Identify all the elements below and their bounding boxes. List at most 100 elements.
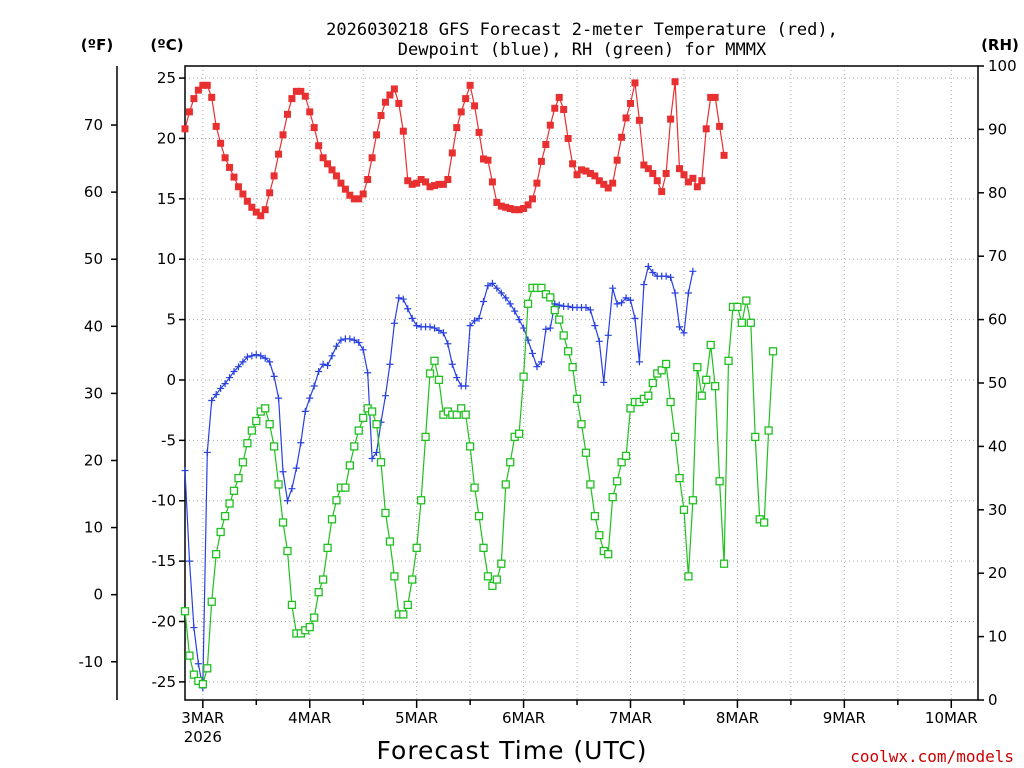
data-point	[221, 380, 229, 388]
rh-tick-label: 50	[988, 374, 1007, 392]
data-point	[390, 572, 399, 581]
data-point	[327, 515, 337, 524]
data-point	[697, 391, 706, 400]
data-point	[635, 116, 643, 124]
fahrenheit-tick-label: 30	[84, 384, 103, 402]
data-point	[261, 354, 269, 362]
data-point	[497, 559, 506, 568]
data-point	[627, 99, 635, 107]
data-point	[367, 407, 377, 416]
x-tick-label: 9MAR	[823, 709, 866, 727]
data-point	[417, 176, 425, 184]
data-point	[617, 458, 626, 467]
data-point	[399, 295, 407, 303]
data-point	[657, 366, 666, 375]
data-point	[671, 289, 679, 297]
data-point	[226, 163, 234, 171]
data-point	[667, 115, 675, 123]
data-point	[364, 176, 372, 184]
x-axis-title: Forecast Time (UTC)	[377, 736, 648, 765]
data-point	[577, 420, 586, 429]
data-point	[702, 125, 710, 133]
celsius-tick-label: 0	[166, 371, 176, 389]
data-point	[332, 342, 340, 350]
data-point	[404, 305, 412, 313]
data-point	[283, 546, 292, 556]
data-point	[310, 613, 319, 622]
data-point	[376, 458, 386, 467]
data-point	[591, 172, 599, 180]
data-point	[194, 660, 202, 668]
data-point	[488, 581, 497, 591]
fahrenheit-tick-label: 20	[84, 451, 103, 469]
data-point	[640, 281, 648, 289]
data-point	[453, 124, 461, 132]
grid-lines	[185, 66, 978, 700]
data-point	[203, 664, 212, 673]
data-point	[475, 314, 483, 322]
data-point	[501, 480, 510, 489]
fahrenheit-tick-label: 0	[93, 586, 103, 604]
data-point	[190, 95, 198, 103]
data-point	[590, 511, 600, 521]
data-point	[582, 167, 590, 175]
data-point	[444, 340, 452, 348]
data-point	[230, 173, 238, 181]
data-point	[395, 99, 403, 107]
data-point	[444, 176, 452, 184]
x-tick-label: 3MAR	[181, 709, 224, 727]
data-point	[462, 382, 470, 390]
rh-tick-label: 100	[988, 57, 1017, 75]
data-point	[618, 299, 626, 307]
data-point	[390, 319, 398, 327]
data-point	[609, 179, 617, 187]
data-point	[572, 394, 582, 404]
data-point	[622, 114, 630, 122]
rh-tick-label: 30	[988, 501, 1007, 519]
data-point	[212, 390, 220, 398]
data-point	[448, 149, 456, 157]
data-point	[413, 179, 421, 187]
data-point	[497, 289, 505, 297]
fahrenheit-tick-label: 60	[84, 183, 103, 201]
fahrenheit-unit-label: (ºF)	[81, 36, 113, 54]
data-point	[399, 610, 408, 619]
data-point	[689, 174, 697, 182]
data-point	[359, 190, 367, 198]
data-point	[199, 81, 207, 89]
celsius-tick-label: -20	[152, 613, 177, 631]
data-point	[595, 177, 603, 185]
data-point	[608, 492, 617, 502]
data-point	[332, 496, 341, 505]
data-point	[702, 375, 711, 384]
data-point	[564, 302, 572, 310]
data-point	[764, 426, 773, 435]
data-point	[461, 410, 470, 419]
data-point	[207, 597, 216, 606]
data-point	[618, 133, 626, 141]
data-point	[662, 272, 670, 280]
data-point	[542, 140, 550, 148]
data-point	[234, 183, 242, 191]
data-point	[238, 458, 248, 467]
data-point	[319, 360, 327, 368]
data-point	[466, 322, 474, 330]
data-point	[208, 397, 216, 405]
data-point	[711, 93, 719, 101]
data-point	[337, 179, 345, 187]
data-point	[430, 356, 439, 365]
data-point	[622, 294, 630, 302]
data-point	[315, 368, 323, 376]
data-point	[733, 302, 742, 312]
data-point	[230, 368, 238, 376]
data-point	[502, 294, 510, 302]
data-point	[452, 410, 461, 419]
data-point	[239, 358, 247, 366]
data-point	[328, 166, 336, 174]
celsius-tick-label: 20	[157, 129, 176, 147]
data-point	[648, 378, 657, 388]
series-dewpoint	[181, 262, 697, 692]
data-point	[229, 486, 239, 495]
data-point	[520, 324, 528, 332]
data-point	[315, 142, 323, 150]
